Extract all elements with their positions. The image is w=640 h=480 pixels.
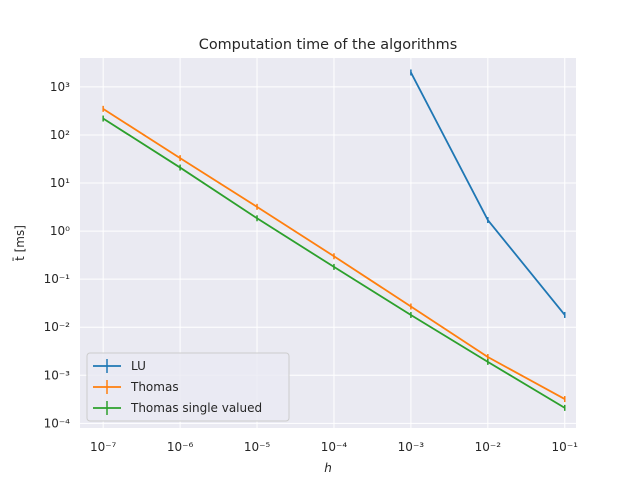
legend-label-1: Thomas — [130, 380, 179, 394]
x-tick-label: 10⁻³ — [398, 440, 425, 454]
chart-title: Computation time of the algorithms — [199, 37, 457, 53]
x-tick-label: 10⁻² — [475, 440, 502, 454]
x-tick-label: 10⁻⁶ — [167, 440, 194, 454]
x-tick-label: 10⁻⁴ — [321, 440, 348, 454]
x-tick-labels: 10⁻⁷ 10⁻⁶ 10⁻⁵ 10⁻⁴ 10⁻³ 10⁻² 10⁻¹ — [90, 440, 578, 454]
legend-label-0: LU — [131, 359, 146, 373]
y-tick-label: 10³ — [50, 80, 70, 94]
x-axis-label: h — [324, 461, 332, 475]
y-tick-label: 10⁻⁴ — [44, 416, 71, 430]
y-tick-label: 10⁻¹ — [44, 272, 71, 286]
y-tick-labels: 10⁻⁴ 10⁻³ 10⁻² 10⁻¹ 10⁰ 10¹ 10² 10³ — [44, 80, 71, 430]
x-tick-label: 10⁻⁵ — [244, 440, 271, 454]
series-group — [102, 69, 566, 411]
legend-label-2: Thomas single valued — [130, 401, 262, 415]
legend: LU Thomas Thomas single valued — [86, 352, 290, 422]
x-tick-label: 10⁻¹ — [552, 440, 579, 454]
x-tick-label: 10⁻⁷ — [90, 440, 117, 454]
y-tick-label: 10⁰ — [50, 224, 70, 238]
legend-box — [86, 352, 290, 422]
y-axis-label: t̄ [ms] — [13, 225, 27, 261]
y-tick-label: 10² — [50, 128, 70, 142]
y-tick-label: 10¹ — [50, 176, 70, 190]
y-tick-label: 10⁻³ — [44, 368, 71, 382]
y-tick-label: 10⁻² — [44, 320, 71, 334]
